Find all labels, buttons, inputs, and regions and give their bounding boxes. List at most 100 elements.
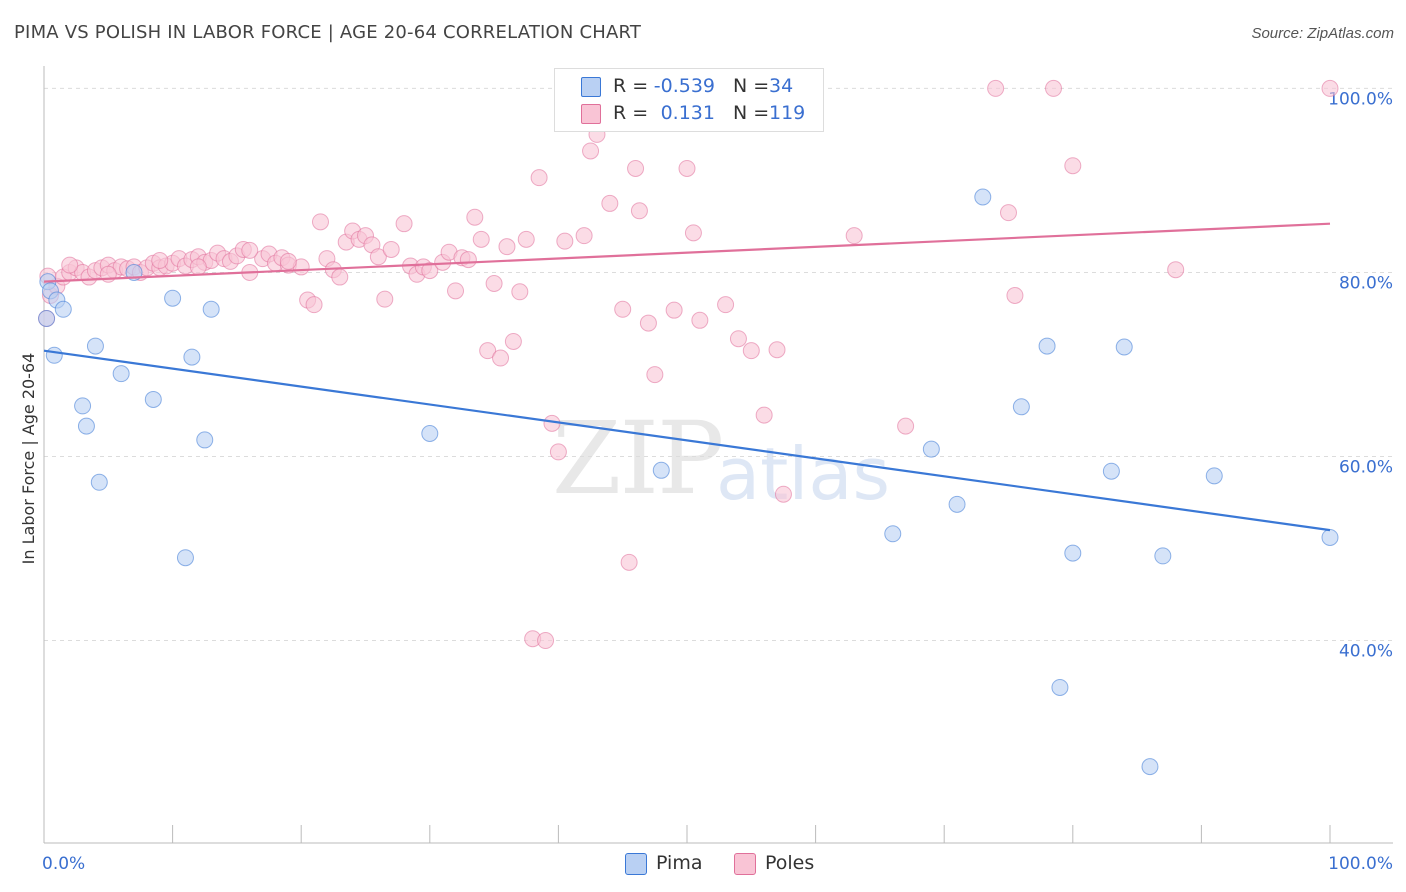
poles-data-point <box>492 349 510 367</box>
pima-data-point <box>77 417 95 435</box>
pima-data-point <box>38 309 56 327</box>
poles-data-point <box>768 341 786 359</box>
pima-data-point <box>421 424 439 442</box>
legend-row-poles: R = 0.131 N = 119 <box>555 102 823 126</box>
pima-data-point <box>922 440 940 458</box>
poles-data-point <box>459 251 477 269</box>
pima-data-point <box>112 365 130 383</box>
pima-data-point <box>164 289 182 307</box>
pima-data-point <box>54 300 72 318</box>
poles-data-point <box>549 443 567 461</box>
chart-title: PIMA VS POLISH IN LABOR FORCE | AGE 20-6… <box>14 22 642 43</box>
poles-data-point <box>620 553 638 571</box>
pima-data-point <box>1102 462 1120 480</box>
legend-r-label: R = <box>613 102 649 124</box>
y-axis-title: In Labor Force | Age 20-64 <box>19 353 38 565</box>
poles-data-point <box>382 240 400 258</box>
poles-data-point <box>575 227 593 245</box>
poles-data-point <box>1321 79 1339 97</box>
poles-data-point <box>472 230 490 248</box>
poles-data-point <box>369 248 387 266</box>
poles-data-point <box>614 300 632 318</box>
poles-data-point <box>447 282 465 300</box>
x-tick-label: 0.0% <box>42 854 85 874</box>
poles-data-point <box>678 159 696 177</box>
poles-data-point <box>601 194 619 212</box>
pima-data-point <box>1321 528 1339 546</box>
watermark-atlas: atlas <box>716 432 890 516</box>
poles-data-point <box>504 332 522 350</box>
legend-n-value: 34 <box>769 75 794 97</box>
poles-trend-line <box>43 222 1331 283</box>
poles-data-point <box>479 342 497 360</box>
legend-n-label: N = <box>733 75 770 97</box>
poles-data-point <box>537 632 555 650</box>
pima-data-point <box>1154 547 1172 565</box>
y-tick-label: 100.0% <box>1328 89 1393 109</box>
poles-data-point <box>511 283 529 301</box>
legend-r-value: 0.131 <box>660 102 715 124</box>
poles-data-point <box>717 296 735 314</box>
poles-data-point <box>639 314 657 332</box>
pima-data-point <box>884 525 902 543</box>
legend-swatch-pima <box>581 77 601 97</box>
pima-data-point <box>1115 338 1133 356</box>
poles-data-point <box>630 202 648 220</box>
y-tick-label: 40.0% <box>1339 642 1393 662</box>
poles-data-point <box>665 301 683 319</box>
x-tick-label: 100.0% <box>1328 854 1393 874</box>
bottom-legend-pima: Pima <box>656 852 703 874</box>
poles-data-point <box>755 406 773 424</box>
pima-data-point <box>1038 337 1056 355</box>
poles-data-point <box>684 224 702 242</box>
poles-data-point <box>742 342 760 360</box>
pima-data-point <box>652 461 670 479</box>
correlation-legend: R = -0.539 N = 34 R = 0.131 N = 119 <box>554 68 824 132</box>
pima-data-point <box>1012 398 1030 416</box>
pima-data-point <box>144 390 162 408</box>
pima-trend-line <box>43 349 1331 532</box>
poles-data-point <box>466 208 484 226</box>
poles-data-point <box>1045 79 1063 97</box>
bottom-legend-swatch-poles <box>734 853 756 875</box>
poles-data-point <box>556 232 574 250</box>
poles-data-point <box>897 417 915 435</box>
legend-r-label: R = <box>613 75 649 97</box>
pima-data-point <box>1064 544 1082 562</box>
pima-data-point <box>74 397 92 415</box>
pima-data-point <box>1205 467 1223 485</box>
poles-data-point <box>421 262 439 280</box>
y-tick-label: 80.0% <box>1339 273 1393 293</box>
source-credit: Source: ZipAtlas.com <box>1251 25 1394 42</box>
pima-data-point <box>90 473 108 491</box>
pima-data-point <box>1141 758 1159 776</box>
legend-n-label: N = <box>733 102 770 124</box>
poles-data-point <box>189 258 207 276</box>
legend-swatch-poles <box>581 104 601 124</box>
pima-data-point <box>1051 678 1069 696</box>
poles-data-point <box>646 366 664 384</box>
poles-data-point <box>151 251 169 269</box>
legend-row-pima: R = -0.539 N = 34 <box>555 75 823 99</box>
y-tick-label: 60.0% <box>1339 458 1393 478</box>
pima-data-point <box>45 346 63 364</box>
poles-data-point <box>395 215 413 233</box>
poles-data-point <box>1000 204 1017 222</box>
poles-data-point <box>691 311 709 329</box>
pima-data-point <box>948 495 966 513</box>
poles-data-point <box>279 252 297 270</box>
pima-data-point <box>176 549 194 567</box>
poles-data-point <box>530 169 548 187</box>
bottom-legend-poles: Poles <box>765 852 815 874</box>
poles-data-point <box>331 268 349 286</box>
legend-n-value: 119 <box>769 102 806 124</box>
poles-data-point <box>376 290 394 308</box>
legend-r-value: -0.539 <box>653 75 715 97</box>
poles-data-point <box>517 230 535 248</box>
poles-data-point <box>987 79 1005 97</box>
watermark-zip: ZIP <box>552 400 724 517</box>
poles-data-point <box>729 330 747 348</box>
poles-data-point <box>485 274 503 292</box>
poles-data-point <box>311 213 329 231</box>
pima-data-point <box>196 431 214 449</box>
